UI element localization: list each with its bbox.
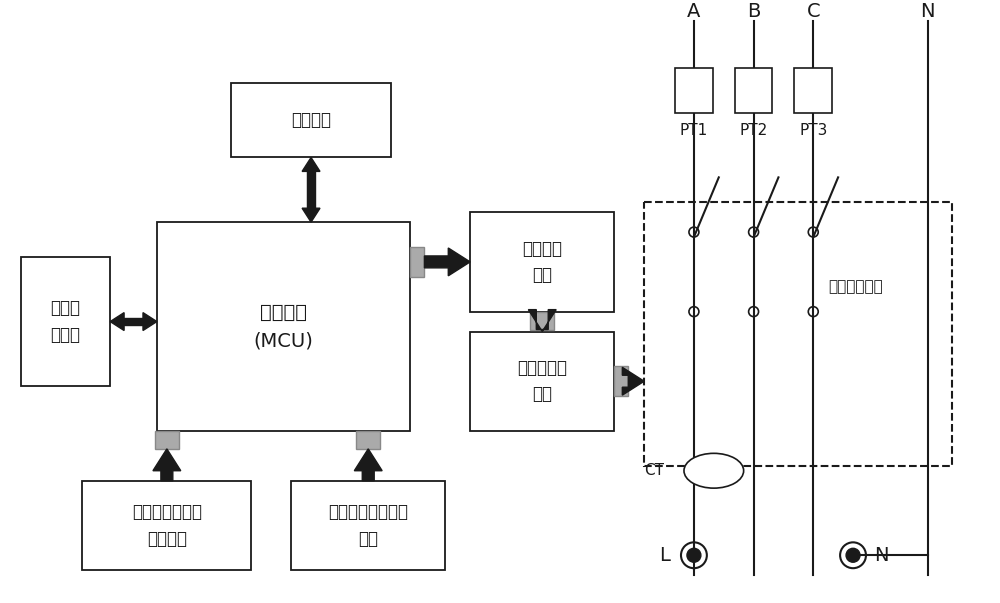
Bar [614,366,628,396]
Text: 电流和电压过零
检测单元: 电流和电压过零 检测单元 [132,504,202,548]
Text: 换相开关状态反馈
单元: 换相开关状态反馈 单元 [328,504,408,548]
Polygon shape [153,449,181,481]
Bar [470,332,614,431]
Polygon shape [143,312,157,330]
Bar [794,68,832,113]
Bar [82,481,251,570]
Polygon shape [124,318,143,325]
Polygon shape [528,309,556,332]
Bar [231,83,391,157]
Bar [356,431,380,449]
Text: CT: CT [644,463,664,478]
Text: 人机交
互单元: 人机交 互单元 [50,299,80,344]
Text: PT1: PT1 [680,123,708,138]
Polygon shape [110,312,124,330]
Text: 控制单元
(MCU): 控制单元 (MCU) [254,303,314,350]
Text: L: L [659,546,670,565]
Text: 信号锁存
单元: 信号锁存 单元 [522,240,562,284]
Circle shape [687,548,701,562]
Text: 磁保持继电器: 磁保持继电器 [828,279,883,294]
Text: B: B [747,2,760,21]
Text: 通信单元: 通信单元 [291,111,331,129]
Text: PT2: PT2 [739,123,768,138]
Polygon shape [308,171,315,208]
Polygon shape [302,157,320,208]
Bar [157,222,410,431]
Polygon shape [424,248,470,276]
Bar [530,312,554,329]
Text: C: C [806,2,820,21]
Bar [470,212,614,312]
Bar [291,481,445,570]
Text: A: A [687,2,701,21]
Bar [410,247,424,277]
Polygon shape [302,171,320,222]
Bar [675,68,713,113]
Bar [644,202,952,466]
Polygon shape [622,367,644,395]
Text: N: N [874,546,888,565]
Bar [735,68,772,113]
Text: N: N [920,2,935,21]
Circle shape [846,548,860,562]
Text: 继电器驱动
单元: 继电器驱动 单元 [517,359,567,403]
Text: PT3: PT3 [799,123,827,138]
Ellipse shape [684,453,744,488]
Bar [21,257,110,386]
Polygon shape [354,449,382,481]
Bar [155,431,179,449]
